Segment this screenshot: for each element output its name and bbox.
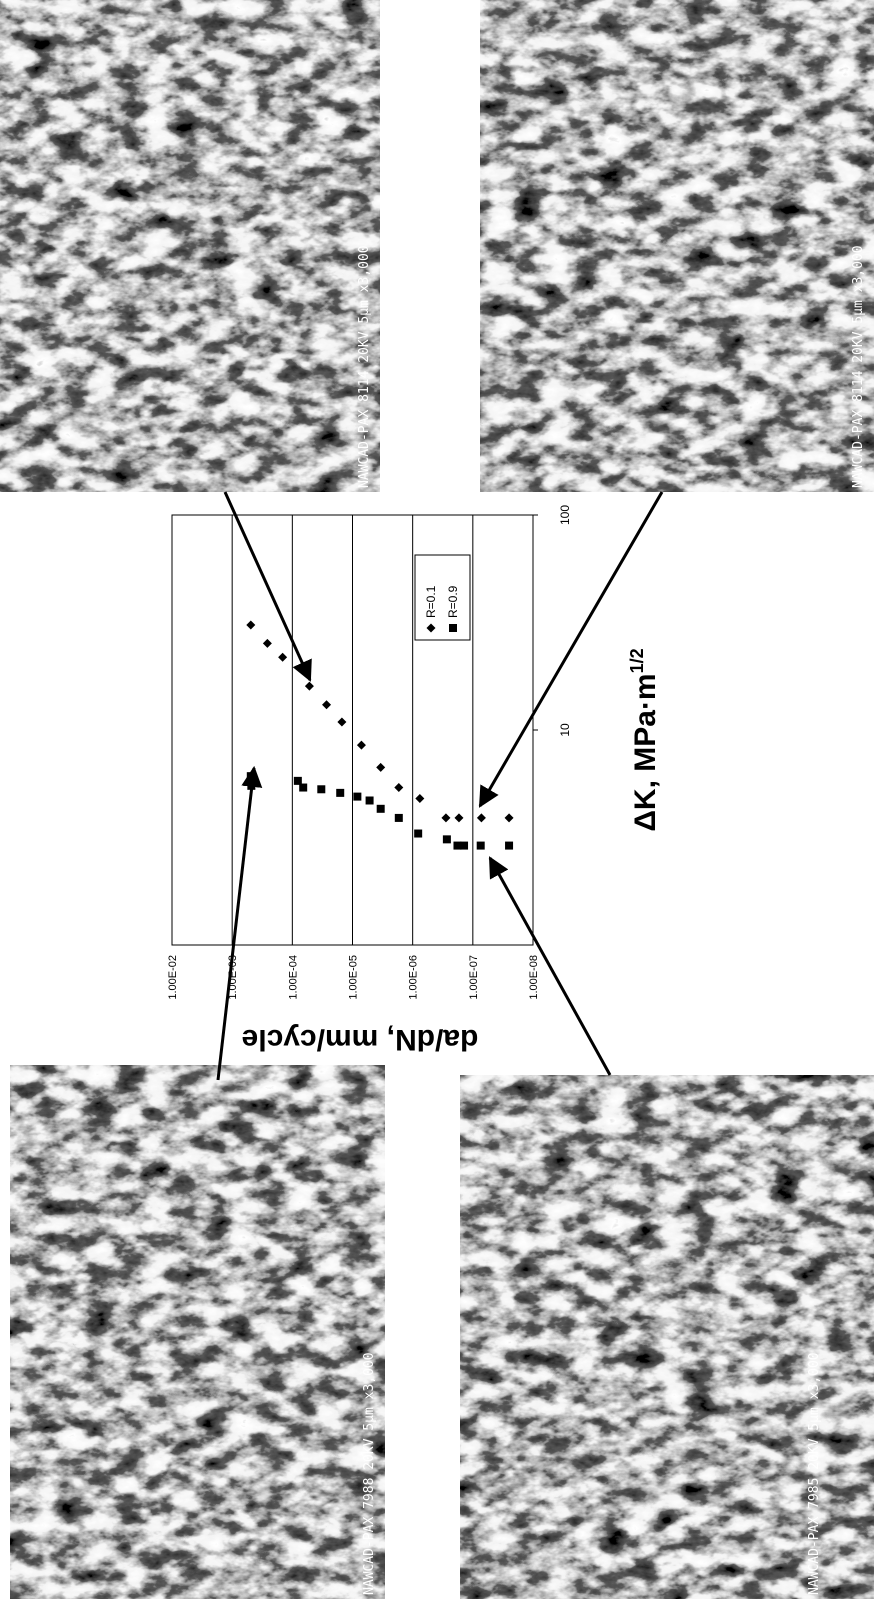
point (353, 793, 361, 801)
y-tick-label: 1.00E-06 (408, 955, 420, 1000)
x-axis-title-main: ΔK, MPa·m (629, 673, 662, 831)
point (477, 842, 485, 850)
x-tick-label: 10 (558, 723, 572, 737)
point (460, 842, 468, 850)
point (395, 814, 403, 822)
point (366, 796, 374, 804)
x-axis-title-superscript: 1/2 (627, 648, 647, 673)
micrograph: NAWCAD-PAX 8114 20KV 5μm x3,000 (0, 0, 380, 492)
micrograph: NAWCAD-PAX 7985 20KV 5μm x3,000 (460, 1075, 874, 1599)
micrograph-caption: NAWCAD-PAX 7985 20KV 5μm x3,000 (807, 1352, 822, 1595)
y-axis-title: da/dN, mm/cycle (242, 1023, 479, 1056)
micrograph-caption: NAWCAD-PAX 7988 20KV 5μm x3,000 (362, 1352, 377, 1595)
micrograph: NAWCAD-PAX 7988 20KV 5μm x3,000 (10, 1065, 385, 1599)
y-tick-label: 1.00E-04 (287, 955, 299, 1000)
y-tick-label: 1.00E-02 (167, 955, 179, 1000)
point (443, 835, 451, 843)
y-tick-label: 1.00E-05 (348, 955, 360, 1000)
point (336, 789, 344, 797)
x-tick-label: 100 (558, 505, 572, 525)
x-axis-title: ΔK, MPa·m1/2 (627, 648, 662, 831)
page: NAWCAD-PAX 8114 20KV 5μm x3,000 NAWCAD-P… (0, 0, 874, 1599)
micrograph: NAWCAD-PAX 8114 20KV 5μm x3,000 (480, 0, 874, 492)
legend-label: R=0.1 (424, 585, 438, 618)
point (377, 805, 385, 813)
point (505, 842, 513, 850)
legend-label: R=0.9 (446, 585, 460, 618)
micrograph-caption: NAWCAD-PAX 8114 20KV 5μm x3,000 (357, 245, 372, 488)
point (317, 785, 325, 793)
arrow (490, 858, 610, 1075)
figure: NAWCAD-PAX 8114 20KV 5μm x3,000 NAWCAD-P… (0, 0, 874, 1599)
point (299, 784, 307, 792)
y-tick-label: 1.00E-07 (468, 955, 480, 1000)
micrograph-caption: NAWCAD-PAX 8114 20KV 5μm x3,000 (851, 245, 866, 488)
legend-marker (449, 624, 457, 632)
y-tick-label: 1.00E-08 (528, 955, 540, 1000)
point (414, 830, 422, 838)
